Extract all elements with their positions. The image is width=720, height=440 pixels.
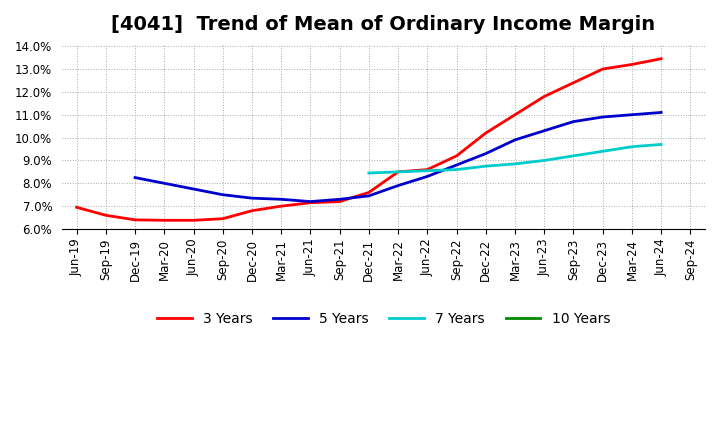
Line: 7 Years: 7 Years xyxy=(369,144,661,173)
5 Years xyxy=(336,197,344,202)
3 Years xyxy=(160,218,168,223)
5 Years xyxy=(482,151,490,156)
7 Years xyxy=(657,142,665,147)
3 Years xyxy=(394,169,402,175)
3 Years xyxy=(131,217,140,223)
5 Years xyxy=(569,119,577,124)
5 Years xyxy=(277,197,286,202)
7 Years xyxy=(364,170,373,176)
Line: 5 Years: 5 Years xyxy=(135,113,661,202)
3 Years xyxy=(452,153,461,158)
Line: 3 Years: 3 Years xyxy=(76,59,661,220)
5 Years xyxy=(306,199,315,204)
7 Years xyxy=(540,158,549,163)
5 Years xyxy=(189,187,198,192)
3 Years xyxy=(248,208,256,213)
7 Years xyxy=(598,149,607,154)
3 Years xyxy=(277,204,286,209)
3 Years xyxy=(306,200,315,205)
5 Years xyxy=(452,162,461,168)
5 Years xyxy=(628,112,636,117)
3 Years xyxy=(102,213,110,218)
7 Years xyxy=(569,153,577,158)
Title: [4041]  Trend of Mean of Ordinary Income Margin: [4041] Trend of Mean of Ordinary Income … xyxy=(112,15,655,34)
5 Years xyxy=(218,192,227,198)
3 Years xyxy=(423,167,432,172)
5 Years xyxy=(160,181,168,186)
5 Years xyxy=(394,183,402,188)
5 Years xyxy=(364,193,373,198)
5 Years xyxy=(510,137,519,143)
5 Years xyxy=(423,174,432,179)
7 Years xyxy=(423,168,432,173)
3 Years xyxy=(72,205,81,210)
5 Years xyxy=(657,110,665,115)
3 Years xyxy=(482,130,490,136)
5 Years xyxy=(598,114,607,120)
5 Years xyxy=(248,195,256,201)
7 Years xyxy=(482,164,490,169)
3 Years xyxy=(189,218,198,223)
3 Years xyxy=(657,56,665,62)
3 Years xyxy=(336,199,344,204)
Legend: 3 Years, 5 Years, 7 Years, 10 Years: 3 Years, 5 Years, 7 Years, 10 Years xyxy=(151,306,616,331)
3 Years xyxy=(364,190,373,195)
5 Years xyxy=(540,128,549,133)
3 Years xyxy=(218,216,227,221)
3 Years xyxy=(569,80,577,85)
5 Years xyxy=(131,175,140,180)
7 Years xyxy=(510,161,519,166)
7 Years xyxy=(628,144,636,149)
3 Years xyxy=(540,94,549,99)
3 Years xyxy=(628,62,636,67)
7 Years xyxy=(394,169,402,175)
7 Years xyxy=(452,167,461,172)
3 Years xyxy=(598,66,607,72)
3 Years xyxy=(510,112,519,117)
